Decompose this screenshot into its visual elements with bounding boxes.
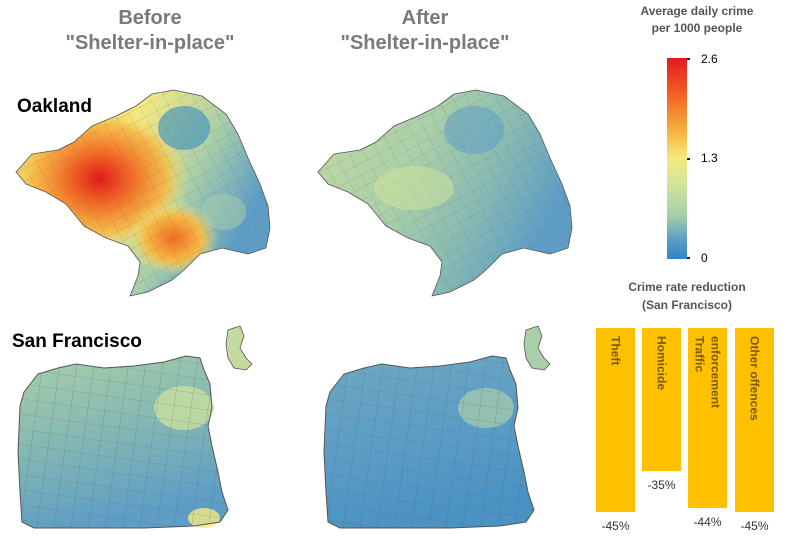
before-header-line2: "Shelter-in-place" — [65, 32, 235, 54]
after-header: After "Shelter-in-place" — [300, 6, 550, 56]
bar-theft — [596, 328, 635, 512]
legend-tick-high — [687, 58, 690, 60]
legend-tick-label-low: 0 — [701, 251, 708, 265]
bar-other-offences — [735, 328, 774, 512]
bar-chart-title-line1: Crime rate reduction — [628, 280, 746, 294]
before-header-line1: Before — [118, 7, 182, 29]
bar-homicide — [642, 328, 681, 472]
bar-chart-title: Crime rate reduction (San Francisco) — [597, 278, 777, 314]
bar-category-label: enforcement — [709, 336, 723, 408]
bar-category-label: Theft — [609, 336, 623, 365]
oakland-before-map — [15, 89, 271, 297]
legend-tick-low — [687, 257, 690, 259]
color-scale-bar — [667, 58, 687, 259]
bar-value-label: -44% — [693, 515, 721, 529]
after-header-line1: After — [401, 7, 449, 29]
legend-title-line2: per 1000 people — [651, 21, 743, 35]
oakland-after-map — [317, 89, 573, 297]
bar-category-label: Traffic — [693, 336, 707, 372]
bar-chart-subtitle: (San Francisco) — [641, 298, 733, 312]
after-header-line2: "Shelter-in-place" — [340, 32, 510, 54]
bar-value-label: -45% — [601, 519, 629, 533]
sf-after-map — [323, 325, 551, 529]
before-header: Before "Shelter-in-place" — [25, 6, 275, 56]
legend-tick-mid — [687, 158, 690, 160]
legend-tick-label-mid: 1.3 — [701, 151, 718, 165]
legend-title: Average daily crime per 1000 people — [622, 3, 772, 37]
sf-before-map — [17, 325, 253, 529]
bar-category-label: Other offences — [748, 336, 762, 421]
bar-value-label: -35% — [647, 478, 675, 492]
bar-value-label: -45% — [740, 519, 768, 533]
legend-title-line1: Average daily crime — [640, 4, 754, 18]
bar-traffic-enforcement — [688, 328, 727, 508]
san-francisco-label: San Francisco — [12, 331, 142, 352]
bar-category-label: Homicide — [655, 336, 669, 390]
oakland-label: Oakland — [17, 96, 92, 117]
legend-tick-label-high: 2.6 — [701, 52, 718, 66]
